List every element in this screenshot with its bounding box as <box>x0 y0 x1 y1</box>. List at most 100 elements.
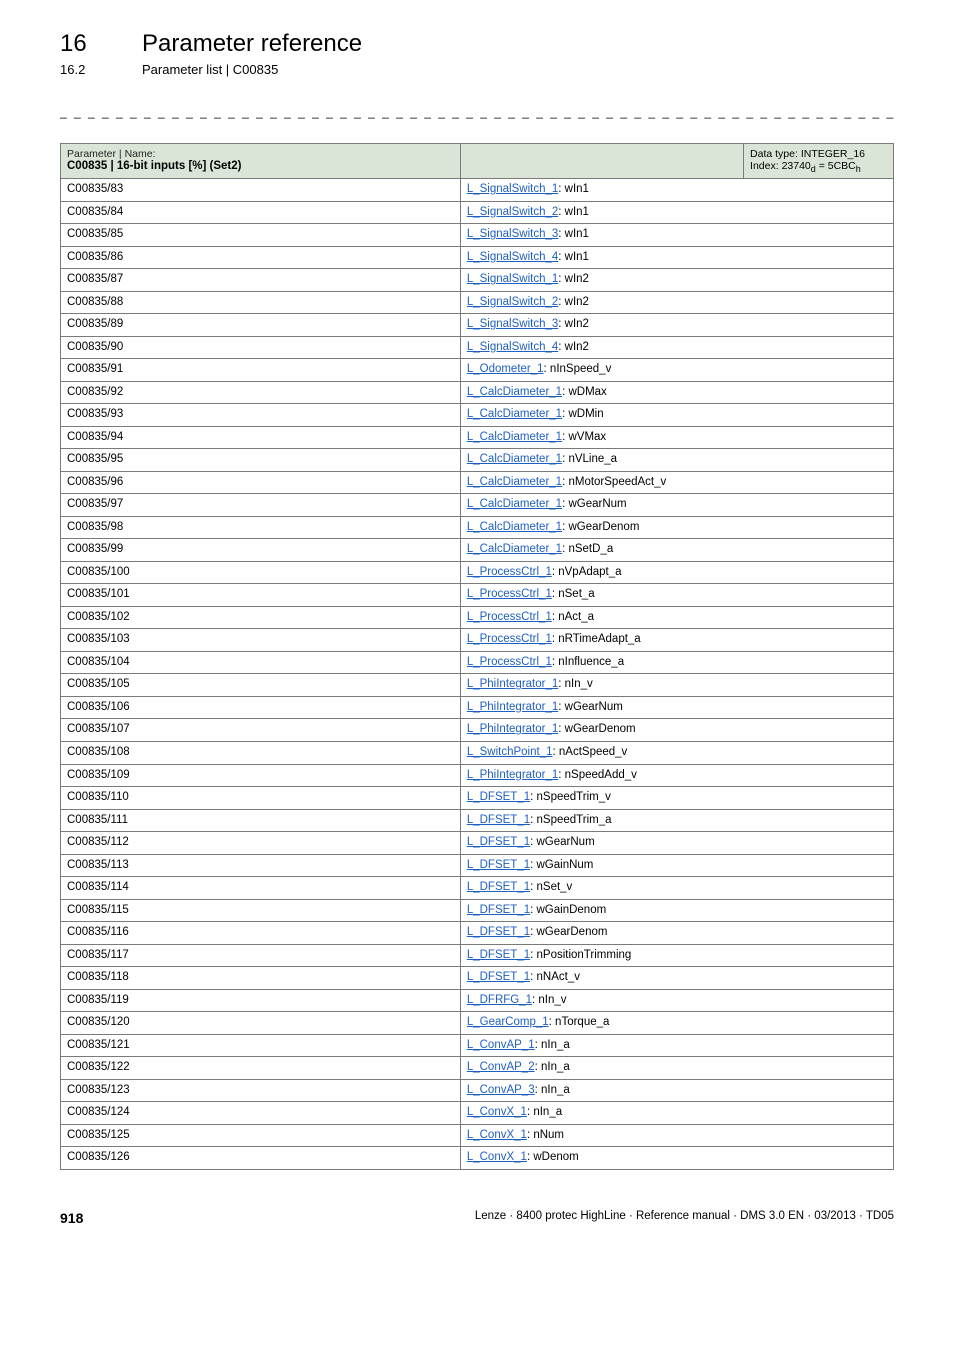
param-link[interactable]: L_DFSET_1 <box>467 814 530 826</box>
param-link[interactable]: L_SignalSwitch_4 <box>467 251 558 263</box>
param-suffix: : wIn1 <box>558 251 589 263</box>
table-row: C00835/94L_CalcDiameter_1: wVMax <box>61 426 894 449</box>
table-row: C00835/90L_SignalSwitch_4: wIn2 <box>61 336 894 359</box>
param-link[interactable]: L_DFSET_1 <box>467 926 530 938</box>
section-number: 16.2 <box>60 62 110 77</box>
param-link[interactable]: L_SignalSwitch_3 <box>467 228 558 240</box>
param-value: L_CalcDiameter_1: wVMax <box>460 426 893 449</box>
param-link[interactable]: L_DFRFG_1 <box>467 994 532 1006</box>
param-value: L_ConvAP_1: nIn_a <box>460 1034 893 1057</box>
param-link[interactable]: L_ConvAP_2 <box>467 1061 535 1073</box>
param-link[interactable]: L_SignalSwitch_2 <box>467 206 558 218</box>
param-suffix: : wGearNum <box>562 498 627 510</box>
param-suffix: : wIn1 <box>558 228 589 240</box>
param-value: L_ProcessCtrl_1: nInfluence_a <box>460 651 893 674</box>
table-row: C00835/125L_ConvX_1: nNum <box>61 1124 894 1147</box>
param-code: C00835/101 <box>61 584 461 607</box>
param-link[interactable]: L_Odometer_1 <box>467 363 544 375</box>
param-link[interactable]: L_CalcDiameter_1 <box>467 476 562 488</box>
table-row: C00835/110L_DFSET_1: nSpeedTrim_v <box>61 787 894 810</box>
param-link[interactable]: L_DFSET_1 <box>467 904 530 916</box>
param-code: C00835/122 <box>61 1057 461 1080</box>
param-link[interactable]: L_ProcessCtrl_1 <box>467 611 552 623</box>
table-row: C00835/95L_CalcDiameter_1: nVLine_a <box>61 449 894 472</box>
param-link[interactable]: L_ProcessCtrl_1 <box>467 588 552 600</box>
param-value: L_ConvAP_2: nIn_a <box>460 1057 893 1080</box>
param-value: L_CalcDiameter_1: nMotorSpeedAct_v <box>460 471 893 494</box>
table-row: C00835/106L_PhiIntegrator_1: wGearNum <box>61 696 894 719</box>
param-link[interactable]: L_ConvX_1 <box>467 1151 527 1163</box>
param-link[interactable]: L_ProcessCtrl_1 <box>467 656 552 668</box>
table-row: C00835/114L_DFSET_1: nSet_v <box>61 877 894 900</box>
param-link[interactable]: L_PhiIntegrator_1 <box>467 769 558 781</box>
param-link[interactable]: L_DFSET_1 <box>467 971 530 983</box>
param-link[interactable]: L_SwitchPoint_1 <box>467 746 553 758</box>
param-suffix: : wIn1 <box>558 183 589 195</box>
param-link[interactable]: L_SignalSwitch_2 <box>467 296 558 308</box>
param-link[interactable]: L_CalcDiameter_1 <box>467 408 562 420</box>
param-link[interactable]: L_DFSET_1 <box>467 881 530 893</box>
param-suffix: : wDMin <box>562 408 604 420</box>
param-link[interactable]: L_CalcDiameter_1 <box>467 431 562 443</box>
param-suffix: : nIn_a <box>535 1039 570 1051</box>
param-code: C00835/95 <box>61 449 461 472</box>
param-link[interactable]: L_ConvAP_3 <box>467 1084 535 1096</box>
param-link[interactable]: L_ConvAP_1 <box>467 1039 535 1051</box>
chapter-number: 16 <box>60 30 110 58</box>
param-link[interactable]: L_PhiIntegrator_1 <box>467 701 558 713</box>
table-row: C00835/100L_ProcessCtrl_1: nVpAdapt_a <box>61 561 894 584</box>
table-row: C00835/105L_PhiIntegrator_1: nIn_v <box>61 674 894 697</box>
param-value: L_DFSET_1: wGearDenom <box>460 922 893 945</box>
param-value: L_DFRFG_1: nIn_v <box>460 989 893 1012</box>
param-value: L_DFSET_1: nNAct_v <box>460 967 893 990</box>
param-value: L_ConvAP_3: nIn_a <box>460 1079 893 1102</box>
param-code: C00835/105 <box>61 674 461 697</box>
param-link[interactable]: L_DFSET_1 <box>467 949 530 961</box>
param-link[interactable]: L_SignalSwitch_1 <box>467 183 558 195</box>
param-suffix: : nIn_a <box>535 1061 570 1073</box>
table-row: C00835/86L_SignalSwitch_4: wIn1 <box>61 246 894 269</box>
param-code: C00835/121 <box>61 1034 461 1057</box>
param-code: C00835/97 <box>61 494 461 517</box>
param-link[interactable]: L_CalcDiameter_1 <box>467 543 562 555</box>
param-link[interactable]: L_DFSET_1 <box>467 859 530 871</box>
param-link[interactable]: L_ConvX_1 <box>467 1129 527 1141</box>
param-code: C00835/125 <box>61 1124 461 1147</box>
param-suffix: : nNAct_v <box>530 971 580 983</box>
page-header: 16 Parameter reference 16.2 Parameter li… <box>60 30 894 77</box>
param-code: C00835/115 <box>61 899 461 922</box>
table-row: C00835/120L_GearComp_1: nTorque_a <box>61 1012 894 1035</box>
param-code: C00835/99 <box>61 539 461 562</box>
param-link[interactable]: L_CalcDiameter_1 <box>467 453 562 465</box>
param-suffix: : wIn2 <box>558 318 589 330</box>
param-link[interactable]: L_ConvX_1 <box>467 1106 527 1118</box>
param-link[interactable]: L_DFSET_1 <box>467 791 530 803</box>
param-link[interactable]: L_ProcessCtrl_1 <box>467 566 552 578</box>
param-code: C00835/98 <box>61 516 461 539</box>
param-link[interactable]: L_ProcessCtrl_1 <box>467 633 552 645</box>
param-suffix: : nIn_a <box>527 1106 562 1118</box>
param-suffix: : nSet_v <box>530 881 572 893</box>
param-link[interactable]: L_SignalSwitch_3 <box>467 318 558 330</box>
param-value: L_DFSET_1: nSpeedTrim_a <box>460 809 893 832</box>
param-link[interactable]: L_CalcDiameter_1 <box>467 498 562 510</box>
param-link[interactable]: L_SignalSwitch_4 <box>467 341 558 353</box>
param-link[interactable]: L_CalcDiameter_1 <box>467 521 562 533</box>
param-link[interactable]: L_PhiIntegrator_1 <box>467 723 558 735</box>
param-link[interactable]: L_GearComp_1 <box>467 1016 549 1028</box>
param-value: L_CalcDiameter_1: nVLine_a <box>460 449 893 472</box>
table-row: C00835/83L_SignalSwitch_1: wIn1 <box>61 179 894 202</box>
param-link[interactable]: L_CalcDiameter_1 <box>467 386 562 398</box>
param-suffix: : wGearDenom <box>530 926 607 938</box>
param-link[interactable]: L_PhiIntegrator_1 <box>467 678 558 690</box>
table-row: C00835/123L_ConvAP_3: nIn_a <box>61 1079 894 1102</box>
param-value: L_SignalSwitch_4: wIn2 <box>460 336 893 359</box>
param-value: L_DFSET_1: wGearNum <box>460 832 893 855</box>
param-link[interactable]: L_DFSET_1 <box>467 836 530 848</box>
table-row: C00835/84L_SignalSwitch_2: wIn1 <box>61 201 894 224</box>
param-link[interactable]: L_SignalSwitch_1 <box>467 273 558 285</box>
param-suffix: : nTorque_a <box>549 1016 610 1028</box>
param-suffix: : nIn_a <box>535 1084 570 1096</box>
param-suffix: : nSetD_a <box>562 543 613 555</box>
param-value: L_DFSET_1: nSet_v <box>460 877 893 900</box>
